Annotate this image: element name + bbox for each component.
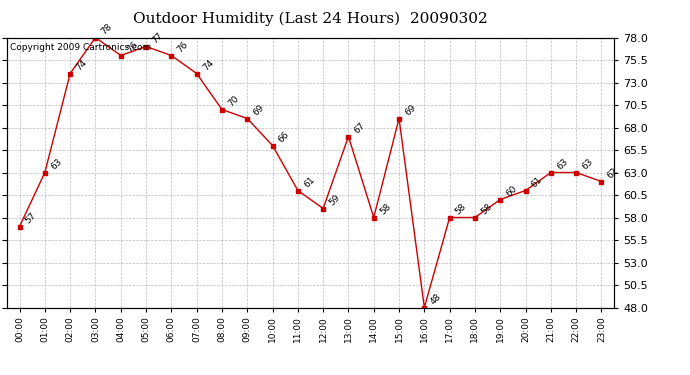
Text: 58: 58 bbox=[454, 202, 469, 217]
Text: 58: 58 bbox=[479, 202, 493, 217]
Text: 57: 57 bbox=[23, 211, 38, 226]
Text: 78: 78 bbox=[99, 22, 114, 37]
Text: 63: 63 bbox=[580, 157, 595, 172]
Text: 48: 48 bbox=[428, 292, 443, 307]
Text: 74: 74 bbox=[201, 58, 215, 73]
Text: 61: 61 bbox=[302, 175, 317, 190]
Text: 63: 63 bbox=[555, 157, 569, 172]
Text: 58: 58 bbox=[378, 202, 393, 217]
Text: 69: 69 bbox=[251, 103, 266, 118]
Text: 60: 60 bbox=[504, 184, 519, 199]
Text: 67: 67 bbox=[353, 121, 367, 136]
Text: 76: 76 bbox=[175, 40, 190, 55]
Text: 62: 62 bbox=[606, 166, 620, 181]
Text: 59: 59 bbox=[327, 193, 342, 208]
Text: 66: 66 bbox=[277, 130, 291, 145]
Text: Copyright 2009 Cartronics.com: Copyright 2009 Cartronics.com bbox=[10, 43, 151, 52]
Text: 74: 74 bbox=[75, 58, 89, 73]
Text: 69: 69 bbox=[403, 103, 417, 118]
Text: 76: 76 bbox=[125, 40, 139, 55]
Text: 61: 61 bbox=[530, 175, 544, 190]
Text: Outdoor Humidity (Last 24 Hours)  20090302: Outdoor Humidity (Last 24 Hours) 2009030… bbox=[133, 11, 488, 26]
Text: 63: 63 bbox=[49, 157, 63, 172]
Text: 77: 77 bbox=[150, 31, 165, 46]
Text: 70: 70 bbox=[226, 94, 241, 109]
